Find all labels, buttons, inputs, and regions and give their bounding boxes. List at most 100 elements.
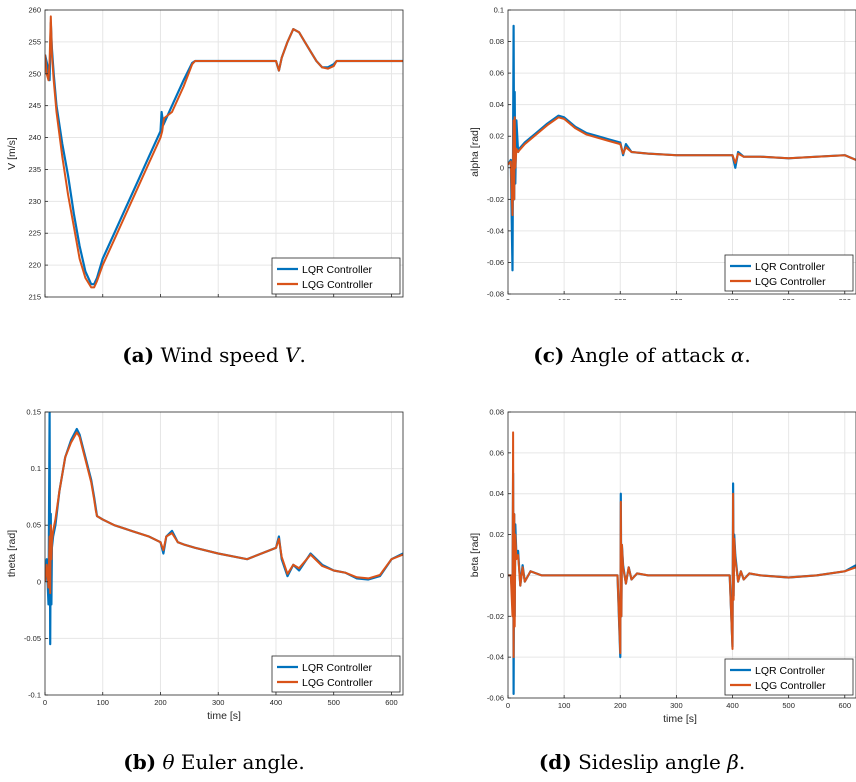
- x-tick-label: 200: [154, 698, 167, 707]
- plot-area: [508, 412, 856, 698]
- y-tick-label: 0.08: [489, 408, 504, 417]
- y-tick-label: 0.15: [26, 408, 41, 417]
- x-tick-label: 500: [327, 698, 340, 707]
- axes-box: [44, 9, 404, 298]
- x-tick-label: 400: [726, 701, 739, 710]
- legend-box: [724, 254, 854, 292]
- x-tick-label: 300: [670, 701, 683, 710]
- caption-b: (b) θ Euler angle.: [0, 750, 428, 774]
- series-line-2: [508, 116, 856, 217]
- y-tick-label: -0.06: [487, 258, 504, 267]
- y-tick-label: 0.04: [489, 489, 504, 498]
- x-tick-label: 300: [670, 297, 683, 300]
- series-group: [45, 412, 403, 646]
- x-tick-label: 200: [614, 297, 627, 300]
- caption-a: (a) Wind speed V.: [0, 343, 428, 367]
- caption-suffix: .: [738, 750, 746, 774]
- caption-symbol: β: [727, 750, 739, 774]
- x-tick-label: 600: [839, 297, 852, 300]
- caption-text: Euler angle.: [180, 750, 305, 774]
- chart-d: 0 100 200 300 400 500 600 -0.06 -0.04 -0.02 0 0.02 0…: [469, 408, 856, 725]
- caption-suffix: .: [744, 343, 751, 367]
- y-tick-label: 220: [28, 261, 41, 270]
- legend-label: LQR Controller: [302, 662, 373, 674]
- y-tick-label: 0.02: [489, 530, 504, 539]
- y-tick-label: 0.08: [489, 37, 504, 46]
- series-line-2: [508, 431, 856, 659]
- legend-label: LQR Controller: [755, 665, 826, 677]
- legend-label: LQR Controller: [755, 261, 826, 273]
- y-tick-label: 0: [37, 577, 41, 586]
- y-tick-label: 0.02: [489, 132, 504, 141]
- chart-b: 0 100 200 300 400 500 600 -0.1 -0.05 0 0.05 0.1 0.15…: [6, 408, 404, 722]
- legend-box: [271, 257, 401, 295]
- chart-c: 0 100 200 300 400 500 600 -0.08 -0.06 -0.04 -0.02 0…: [469, 6, 856, 300]
- y-axis-label: alpha [rad]: [469, 127, 481, 177]
- caption-text: Sideslip angle: [578, 750, 721, 774]
- series-group: [45, 15, 403, 289]
- y-tick-label: 0: [500, 571, 504, 580]
- y-axis-label: theta [rad]: [6, 530, 18, 577]
- x-tick-label: 0: [506, 701, 510, 710]
- x-tick-label: 100: [558, 701, 571, 710]
- legend-label: LQG Controller: [302, 677, 373, 689]
- x-tick-label: 600: [839, 701, 852, 710]
- plot-area: [508, 10, 856, 294]
- series-group: [508, 431, 856, 695]
- x-tick-label: 500: [782, 297, 795, 300]
- x-tick-label: 400: [726, 297, 739, 300]
- y-tick-label: 0.06: [489, 448, 504, 457]
- caption-c: (c) Angle of attack α.: [428, 343, 856, 367]
- x-tick-label: 100: [558, 297, 571, 300]
- caption-text: Wind speed: [160, 343, 279, 367]
- caption-suffix: .: [299, 343, 306, 367]
- y-tick-label: 250: [28, 69, 41, 78]
- series-group: [508, 24, 856, 272]
- y-tick-label: -0.04: [487, 653, 504, 662]
- y-tick-label: 260: [28, 6, 41, 15]
- y-axis-label: beta [rad]: [469, 533, 481, 577]
- legend-label: LQR Controller: [302, 264, 373, 276]
- y-tick-label: -0.08: [487, 290, 504, 299]
- y-tick-label: 0.04: [489, 100, 504, 109]
- plot-area: [45, 10, 403, 297]
- caption-symbol: V: [284, 343, 300, 367]
- x-tick-label: 100: [96, 698, 109, 707]
- y-tick-label: 235: [28, 165, 41, 174]
- caption-label: (b): [123, 750, 157, 774]
- x-tick-label: 600: [385, 698, 398, 707]
- y-tick-label: 0.1: [31, 464, 41, 473]
- legend-box: [271, 655, 401, 693]
- x-tick-label: 0: [43, 698, 47, 707]
- legend-label: LQG Controller: [302, 279, 373, 291]
- caption-text: Angle of attack: [570, 343, 725, 367]
- x-tick-label: 200: [614, 701, 627, 710]
- chart-a: 0100200300400500600215220225230235240245…: [6, 6, 404, 300]
- axes-box: [44, 411, 404, 696]
- caption-label: (a): [122, 343, 155, 367]
- y-tick-label: 0.05: [26, 521, 41, 530]
- caption-d: (d) Sideslip angle β.: [428, 750, 856, 774]
- legend-label: LQG Controller: [755, 680, 826, 692]
- y-tick-label: -0.02: [487, 612, 504, 621]
- x-tick-label: 0: [506, 297, 510, 300]
- y-tick-label: 225: [28, 229, 41, 238]
- caption-symbol: α: [730, 343, 745, 367]
- caption-label: (c): [533, 343, 565, 367]
- x-tick-label: 300: [212, 698, 225, 707]
- caption-symbol: θ: [162, 750, 175, 774]
- plot-area: [45, 412, 403, 695]
- y-tick-label: 0.1: [494, 6, 504, 15]
- caption-label: (d): [538, 750, 572, 774]
- y-tick-label: -0.04: [487, 226, 504, 235]
- y-tick-label: -0.02: [487, 195, 504, 204]
- y-tick-label: 230: [28, 197, 41, 206]
- x-axis-label: time [s]: [207, 710, 241, 722]
- series-line-2: [45, 431, 403, 595]
- y-tick-label: 0.06: [489, 69, 504, 78]
- y-tick-label: -0.06: [487, 694, 504, 703]
- series-line-2: [45, 15, 403, 289]
- y-tick-label: -0.1: [28, 691, 41, 700]
- y-tick-label: 245: [28, 101, 41, 110]
- y-axis-label: V [m/s]: [6, 137, 18, 170]
